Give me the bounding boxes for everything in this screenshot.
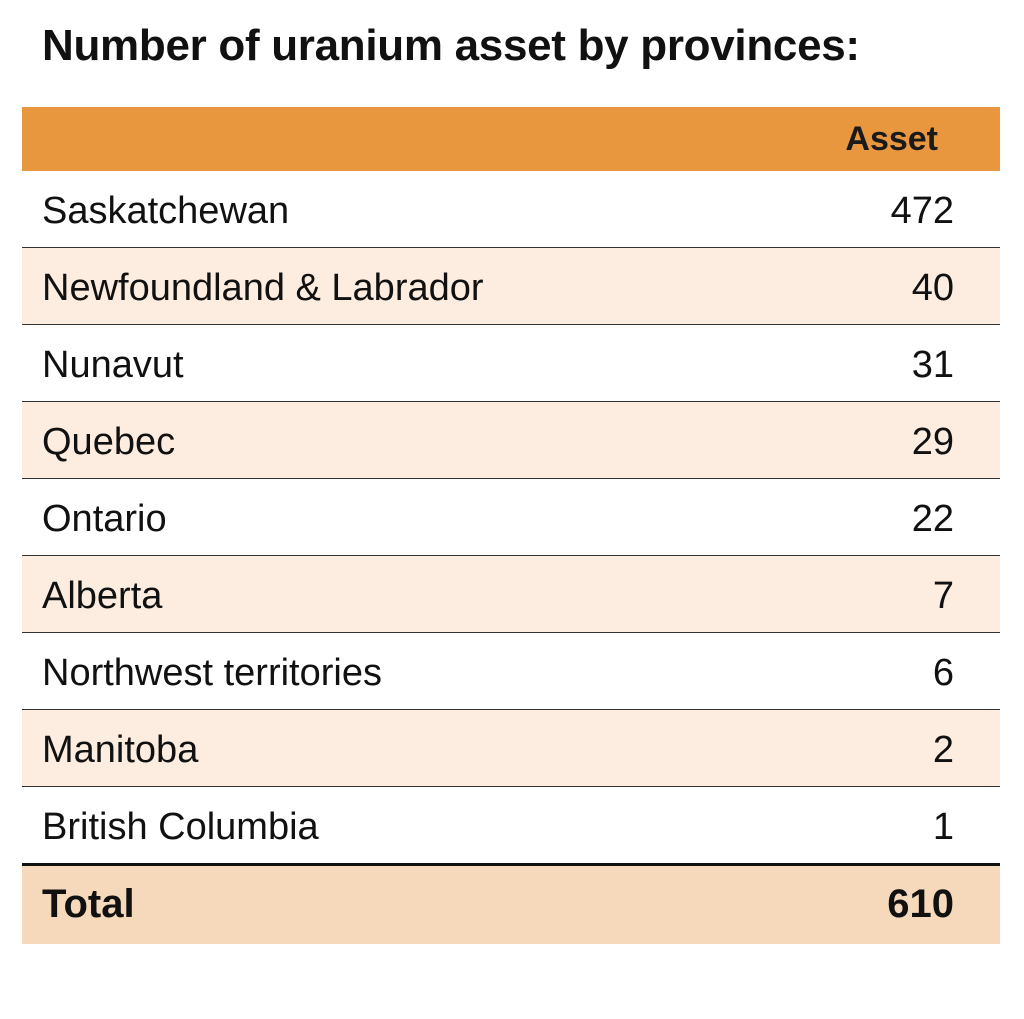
- table-row: Northwest territories 6: [22, 633, 1000, 710]
- asset-count: 1: [932, 806, 954, 848]
- table-header-row: Asset: [22, 107, 1000, 171]
- province-label: Ontario: [42, 498, 167, 540]
- asset-count: 2: [932, 729, 954, 771]
- table-row: Nunavut 31: [22, 325, 1000, 402]
- table-row: Saskatchewan 472: [22, 171, 1000, 248]
- province-label: British Columbia: [42, 806, 319, 848]
- province-label: Saskatchewan: [42, 190, 290, 232]
- total-row: Total 610: [22, 866, 1000, 944]
- total-value: 610: [887, 882, 954, 926]
- asset-count: 7: [932, 575, 954, 617]
- table-row: Ontario 22: [22, 479, 1000, 556]
- province-label: Manitoba: [42, 729, 199, 771]
- province-label: Quebec: [42, 421, 176, 463]
- column-header-asset: Asset: [845, 120, 938, 158]
- province-label: Northwest territories: [42, 652, 382, 694]
- province-label: Alberta: [42, 575, 163, 617]
- asset-count: 31: [911, 344, 954, 386]
- province-label: Newfoundland & Labrador: [42, 267, 484, 309]
- asset-count: 22: [911, 498, 954, 540]
- table-body: Saskatchewan 472 Newfoundland & Labrador 40…: [22, 171, 1000, 866]
- table-row: Alberta 7: [22, 556, 1000, 633]
- table-row: Quebec 29: [22, 402, 1000, 479]
- asset-count: 29: [911, 421, 954, 463]
- province-label: Nunavut: [42, 344, 184, 386]
- asset-count: 6: [932, 652, 954, 694]
- asset-table: Asset Saskatchewan 472 Newfoundland & Labr…: [22, 107, 1000, 944]
- total-label: Total: [42, 882, 135, 926]
- table-row: Newfoundland & Labrador 40: [22, 248, 1000, 325]
- asset-count: 472: [890, 190, 954, 232]
- table-title: Number of uranium asset by provinces:: [42, 21, 860, 70]
- table-row: Manitoba 2: [22, 710, 1000, 787]
- table-row: British Columbia 1: [22, 787, 1000, 866]
- asset-count: 40: [911, 267, 954, 309]
